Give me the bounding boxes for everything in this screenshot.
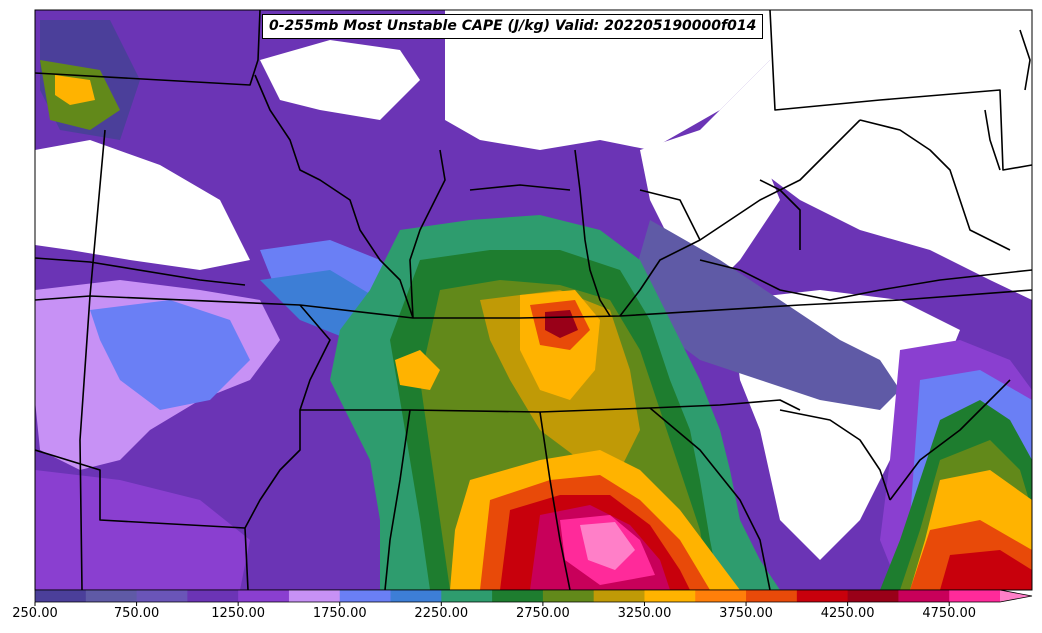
colorbar-segment xyxy=(796,590,849,602)
colorbar-extend-arrow xyxy=(1000,590,1032,602)
map-title: 0-255mb Most Unstable CAPE (J/kg) Valid:… xyxy=(262,14,764,39)
colorbar-segment xyxy=(35,590,87,602)
colorbar-tick-label: 4250.00 xyxy=(820,606,875,621)
colorbar-tick-label: 4750.00 xyxy=(922,606,977,621)
colorbar-segment xyxy=(593,590,645,602)
state-boundaries xyxy=(35,10,1032,590)
colorbar-segment xyxy=(644,590,696,602)
cape-field xyxy=(35,10,1032,590)
colorbar-segment xyxy=(492,590,544,602)
colorbar-segment xyxy=(85,590,138,602)
colorbar-tick-label: 1750.00 xyxy=(312,606,367,621)
colorbar-segment xyxy=(339,590,392,602)
colorbar-tick-label: 1250.00 xyxy=(211,606,266,621)
colorbar-segment xyxy=(898,590,950,602)
colorbar-segment xyxy=(136,590,188,602)
colorbar-segment xyxy=(390,590,442,602)
colorbar-segment xyxy=(949,590,1001,602)
colorbar-tick-label: 2750.00 xyxy=(516,606,570,621)
colorbar-segment xyxy=(695,590,747,602)
colorbar-segment xyxy=(187,590,239,602)
colorbar-outline xyxy=(34,589,1033,603)
colorbar-segment xyxy=(847,590,899,602)
colorbar-tick-label: 3250.00 xyxy=(617,606,672,621)
colorbar-segment xyxy=(746,590,798,602)
colorbar-ticks xyxy=(34,602,950,606)
colorbar-tick-label: 2250.00 xyxy=(414,606,469,621)
colorbar-segment xyxy=(542,590,595,602)
colorbar-segment xyxy=(238,590,290,602)
colorbar-tick-label: 250.00 xyxy=(12,606,58,621)
colorbar-segment xyxy=(288,590,341,602)
colorbar-tick-label: 750.00 xyxy=(113,606,160,621)
colorbar xyxy=(34,589,1033,603)
colorbar-tick-label: 3750.00 xyxy=(719,606,773,621)
colorbar-segment xyxy=(441,590,493,602)
